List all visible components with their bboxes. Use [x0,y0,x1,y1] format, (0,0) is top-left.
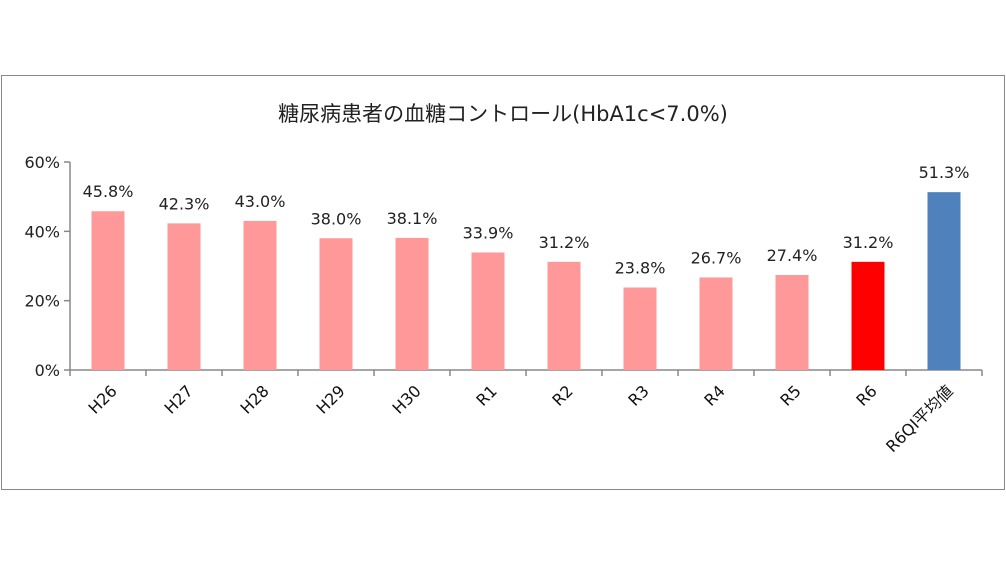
x-tick-label: R1 [472,381,500,409]
x-tick-label: H26 [84,381,120,417]
x-tick-label: H30 [388,381,424,417]
data-label: 43.0% [235,192,286,211]
x-tick-label: H27 [160,381,196,417]
y-tick-label: 40% [24,222,60,241]
bar-R5 [775,275,809,370]
bar-H28 [243,220,277,370]
data-label: 23.8% [615,258,666,277]
bar-R3 [623,287,657,370]
x-tick-label: R4 [700,381,728,409]
y-tick-label: 0% [35,361,60,380]
bar-R2 [547,261,581,370]
y-tick-label: 60% [24,153,60,172]
data-label: 45.8% [83,182,134,201]
x-tick-label: H29 [312,381,348,417]
x-tick-label: H28 [236,381,272,417]
x-tick-label: R6QI平均値 [882,381,957,456]
chart-title: 糖尿病患者の血糖コントロール(HbA1c<7.0%) [278,102,728,126]
bar-H30 [395,237,429,370]
bar-R6QI平均値 [927,192,961,370]
bar-H26 [91,211,125,370]
data-label: 38.1% [387,209,438,228]
data-label: 31.2% [539,233,590,252]
data-label: 26.7% [691,248,742,267]
data-label: 31.2% [843,233,894,252]
data-label: 33.9% [463,223,514,242]
data-label: 38.0% [311,209,362,228]
data-label: 42.3% [159,194,210,213]
x-tick-label: R5 [776,381,804,409]
x-tick-label: R6 [852,381,880,409]
y-tick-label: 20% [24,292,60,311]
bar-R6 [851,261,885,370]
bar-R1 [471,252,505,370]
bar-H29 [319,238,353,370]
bar-R4 [699,277,733,370]
bar-H27 [167,223,201,370]
data-label: 27.4% [767,246,818,265]
chart-frame [1,75,1005,490]
data-label: 51.3% [919,163,970,182]
x-tick-label: R3 [624,381,652,409]
x-tick-label: R2 [548,381,576,409]
